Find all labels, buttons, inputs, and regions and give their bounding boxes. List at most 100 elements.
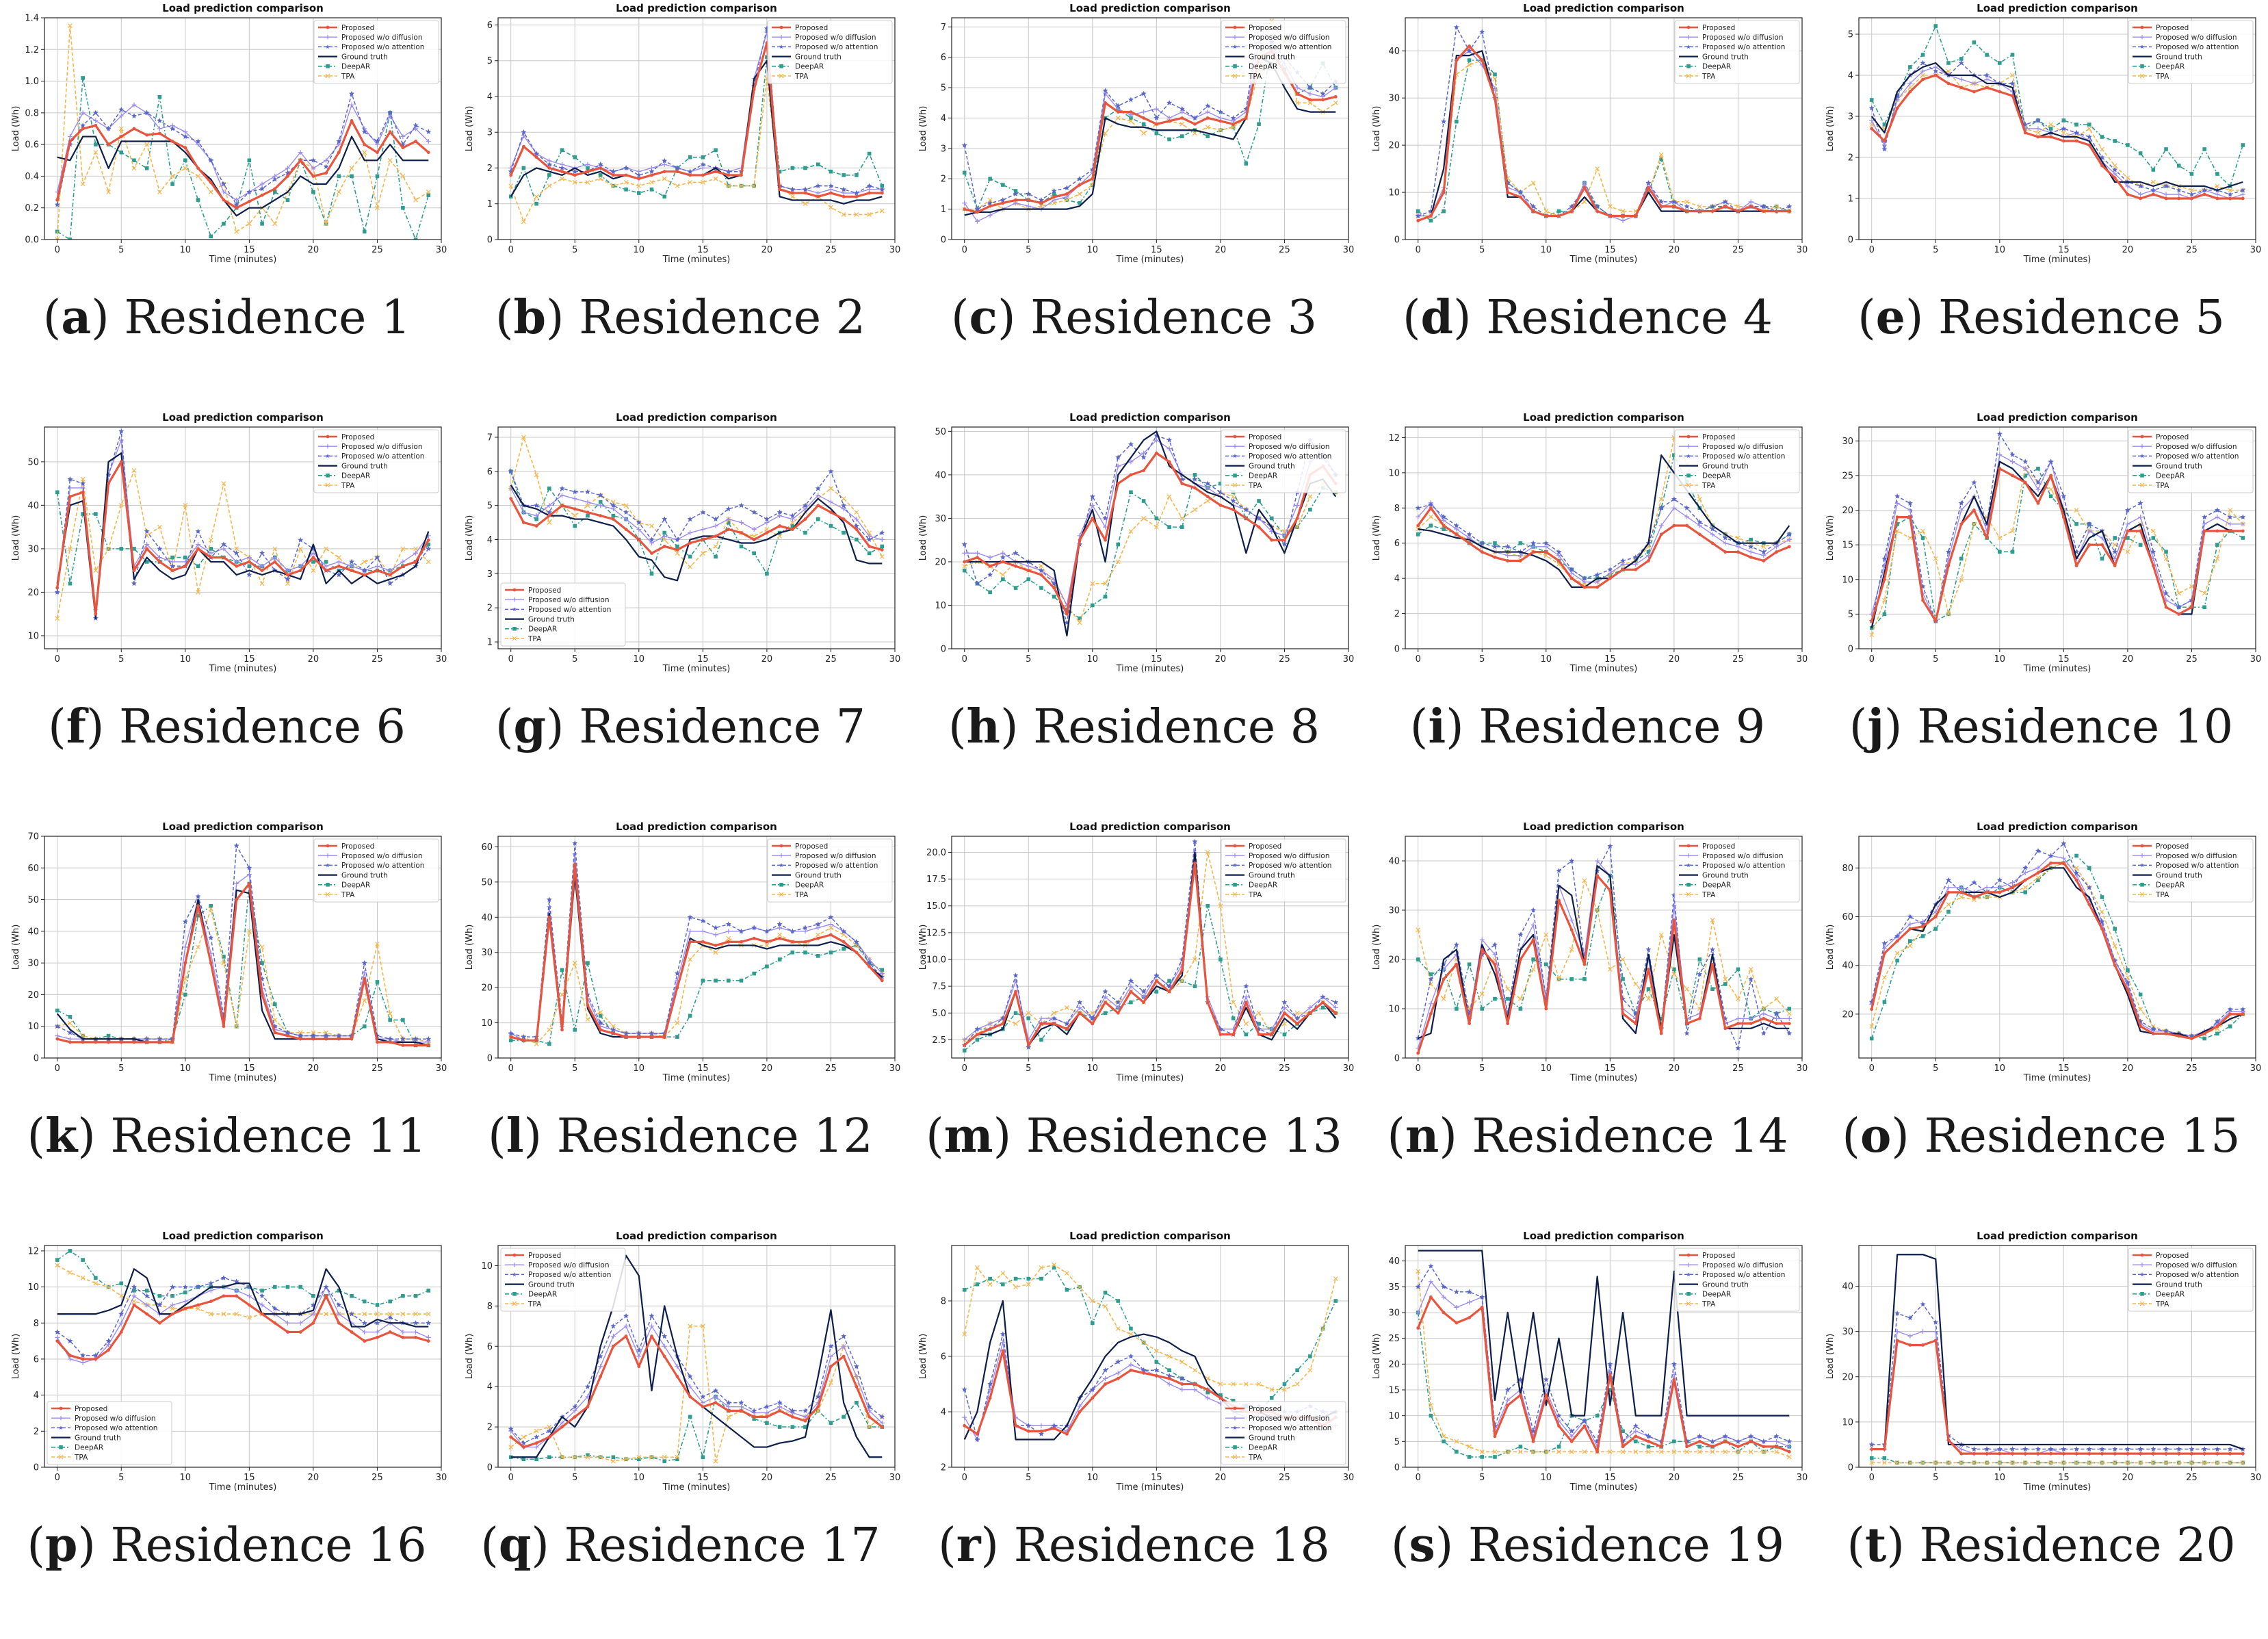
data-point [2061, 493, 2067, 499]
data-point [413, 197, 419, 203]
data-point [1723, 1027, 1728, 1031]
legend-item: Proposed w/o attention [1225, 43, 1331, 51]
data-point [816, 162, 820, 167]
data-point [375, 205, 380, 211]
data-point [560, 1425, 564, 1429]
data-point [662, 1454, 667, 1460]
data-point [1786, 203, 1793, 209]
x-tick-label: 0 [508, 654, 514, 664]
data-point [855, 537, 859, 542]
data-point [962, 550, 967, 556]
data-point [868, 964, 871, 968]
data-point [273, 560, 277, 564]
x-tick-label: 0 [962, 1063, 967, 1074]
subfigure-caption: (a) Residence 1 [42, 290, 411, 345]
data-point [1697, 1439, 1702, 1443]
data-point [324, 546, 329, 552]
series-deepar [55, 1249, 431, 1307]
legend-item: DeepAR [51, 1444, 103, 1452]
data-point [337, 564, 341, 568]
data-point [2241, 196, 2245, 201]
x-tick-label: 5 [572, 245, 577, 255]
data-point [713, 176, 718, 181]
data-point [170, 1293, 174, 1298]
data-point [1455, 58, 1459, 62]
x-tick-label: 0 [55, 654, 60, 664]
data-point [1154, 1373, 1158, 1378]
data-point [586, 511, 590, 515]
data-point [376, 151, 379, 155]
data-point [310, 157, 316, 163]
data-point [1256, 1382, 1262, 1386]
x-tick-label: 10 [1994, 245, 2006, 255]
data-point [1907, 508, 1913, 513]
y-tick-label: 10 [1388, 468, 1400, 478]
data-point [2164, 1031, 2168, 1035]
data-point [1128, 1332, 1134, 1337]
data-point [1205, 495, 1210, 499]
data-point [2189, 191, 2195, 197]
data-point [976, 1033, 979, 1036]
data-point [157, 190, 162, 194]
data-point [233, 842, 239, 849]
series-deepar [1869, 24, 2245, 188]
data-point [1556, 553, 1562, 558]
x-tick-label: 30 [2250, 654, 2262, 664]
data-point [196, 589, 200, 595]
data-point [1039, 1423, 1044, 1428]
data-point [1051, 188, 1057, 194]
data-point [866, 1404, 872, 1410]
legend-marker [2140, 64, 2144, 68]
data-point [170, 1284, 176, 1289]
subfigure-caption: (f) Residence 6 [48, 699, 406, 754]
data-point [375, 1311, 380, 1317]
data-point [765, 940, 769, 944]
legend-marker [512, 1263, 517, 1267]
data-point [1493, 541, 1497, 545]
data-point [829, 1421, 833, 1425]
data-point [700, 918, 706, 923]
data-point [145, 1040, 149, 1044]
data-point [259, 1302, 265, 1308]
data-point [2011, 1451, 2014, 1456]
x-tick-label: 10 [634, 245, 645, 255]
data-point [413, 550, 419, 556]
data-point [1479, 991, 1485, 996]
series-ground-truth [1871, 62, 2243, 192]
data-point [1594, 571, 1600, 578]
legend-marker [1232, 444, 1238, 449]
data-point [1455, 962, 1459, 966]
legend-item: Proposed w/o attention [51, 1424, 157, 1432]
data-point [987, 555, 993, 560]
y-tick-label: 17.5 [926, 875, 946, 885]
caption-label: Residence 12 [556, 1109, 873, 1163]
data-point [1505, 1397, 1511, 1403]
legend-label: TPA [1248, 73, 1262, 81]
y-tick-label: 10 [481, 1018, 493, 1029]
plot-frame [951, 836, 1349, 1059]
data-point [1103, 581, 1108, 586]
data-point [2163, 556, 2169, 561]
x-tick-label: 10 [1541, 245, 1552, 255]
legend-box [1221, 429, 1346, 493]
data-point [1946, 611, 1951, 617]
data-point [1039, 1265, 1044, 1270]
data-point [598, 173, 603, 177]
data-point [2087, 903, 2091, 907]
plot-frame [44, 1245, 442, 1468]
y-tick-label: 0.6 [25, 140, 39, 151]
data-point [1179, 1387, 1185, 1393]
data-point [349, 563, 354, 569]
legend-item: TPA [1225, 482, 1262, 490]
subfigure-caption: (g) Residence 7 [495, 699, 866, 754]
data-point [1933, 619, 1938, 623]
data-point [1595, 585, 1600, 589]
data-point [208, 1311, 213, 1317]
legend-item: Ground truth [772, 871, 842, 879]
data-point [701, 173, 705, 177]
data-point [2190, 196, 2193, 201]
data-point [1582, 878, 1587, 883]
legend-item: Ground truth [505, 615, 575, 623]
